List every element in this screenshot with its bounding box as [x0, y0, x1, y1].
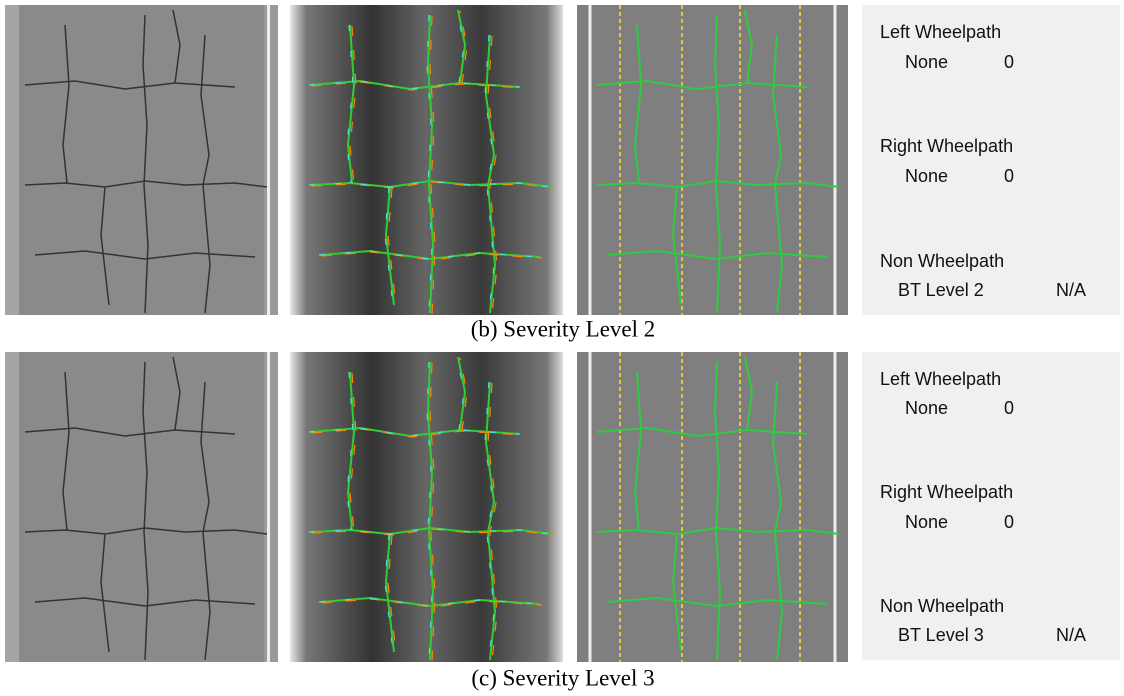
- section-value: N/A: [1056, 280, 1086, 300]
- section-value: 0: [1004, 52, 1014, 72]
- info-panel: [862, 5, 1120, 315]
- section-label: None: [905, 166, 948, 186]
- caption: (c) Severity Level 3: [471, 665, 654, 690]
- section-label: None: [905, 52, 948, 72]
- info-panel: [862, 352, 1120, 660]
- crack-map-image: [577, 5, 848, 315]
- section-label: None: [905, 512, 948, 532]
- pavement-image: [5, 5, 278, 315]
- crack-detection-image: [290, 5, 563, 315]
- section-heading: Right Wheelpath: [880, 482, 1013, 502]
- section-value: 0: [1004, 166, 1014, 186]
- section-label: None: [905, 398, 948, 418]
- section-value: 0: [1004, 398, 1014, 418]
- section-label: BT Level 3: [898, 625, 984, 645]
- section-heading: Left Wheelpath: [880, 22, 1001, 42]
- section-heading: Left Wheelpath: [880, 369, 1001, 389]
- caption: (b) Severity Level 2: [471, 316, 656, 341]
- section-label: BT Level 2: [898, 280, 984, 300]
- section-heading: Non Wheelpath: [880, 596, 1004, 616]
- section-value: N/A: [1056, 625, 1086, 645]
- pavement-image: [5, 352, 278, 662]
- section-value: 0: [1004, 512, 1014, 532]
- row-c: Left Wheelpath None 0 Right Wheelpath No…: [5, 352, 1120, 690]
- crack-map-image: [577, 352, 848, 662]
- row-b: Left Wheelpath None 0 Right Wheelpath No…: [5, 5, 1120, 341]
- section-heading: Non Wheelpath: [880, 251, 1004, 271]
- crack-detection-image: [290, 352, 563, 662]
- section-heading: Right Wheelpath: [880, 136, 1013, 156]
